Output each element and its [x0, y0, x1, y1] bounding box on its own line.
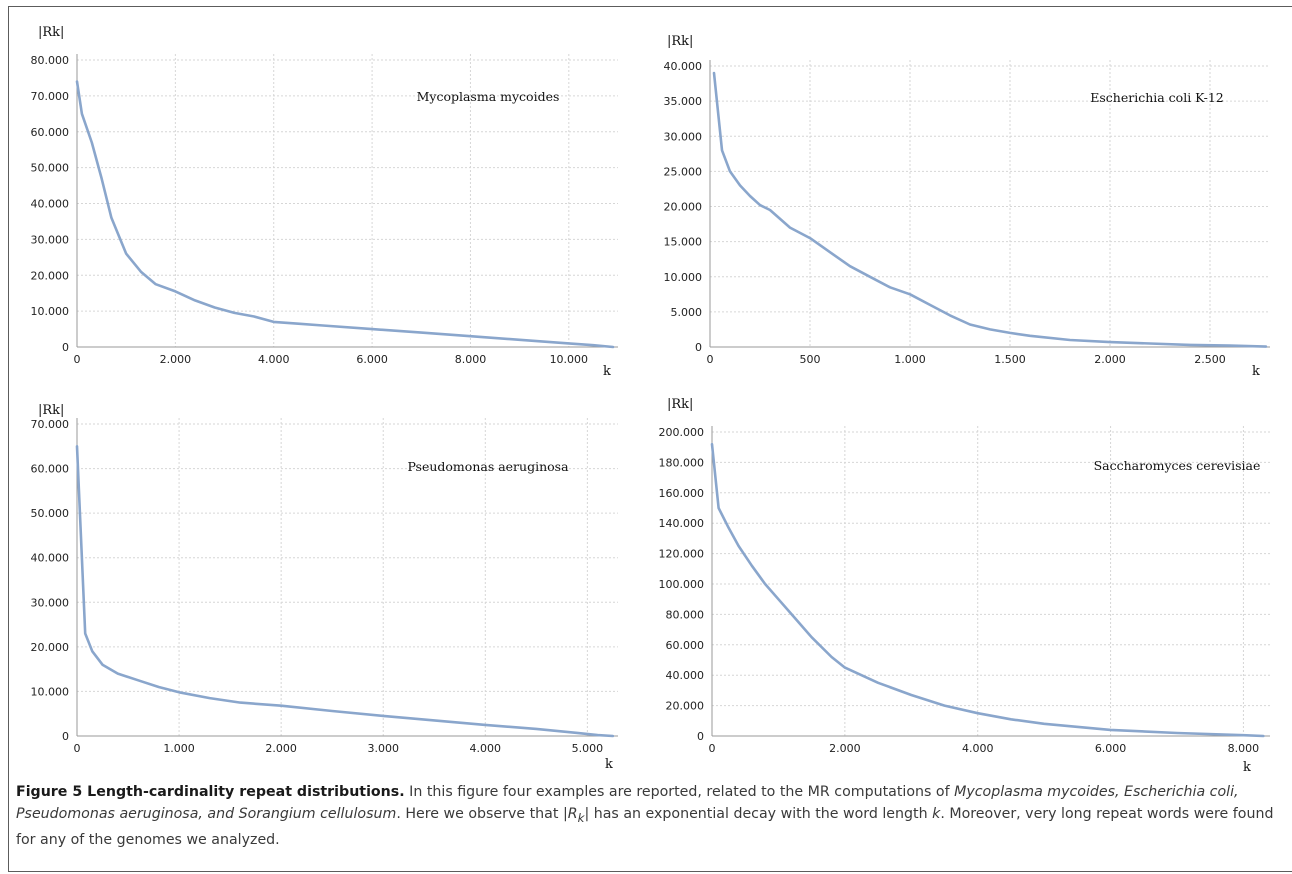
- caption-text-3: | has an exponential decay with the word…: [584, 806, 933, 822]
- y-tick-label: 0: [697, 730, 704, 743]
- x-axis-label: k: [603, 364, 611, 379]
- caption-text-4: . Moreover, very long repeat words were …: [16, 806, 1274, 848]
- caption-k-symbol: k: [932, 806, 941, 822]
- y-tick-label: 140.000: [659, 517, 705, 530]
- x-axis-label: k: [605, 757, 613, 772]
- y-tick-label: 30.000: [664, 130, 703, 143]
- caption-text-1: In this figure four examples are reporte…: [404, 784, 955, 800]
- y-axis-label: |Rk|: [38, 25, 64, 40]
- y-tick-label: 40.000: [31, 198, 70, 211]
- chart-panel-3: 0 10.000 20.000 30.000 40.000 50.000 60.000 70.…: [31, 403, 618, 772]
- caption-species: Mycoplasma mycoides, Escherichia coli, P…: [16, 784, 1239, 822]
- y-tick-label: 200.000: [659, 426, 705, 439]
- y-tick-label: 120.000: [659, 548, 705, 561]
- y-tick-label: 15.000: [664, 236, 703, 249]
- y-tick-label: 70.000: [31, 90, 70, 103]
- series-line-1: [712, 71, 1268, 348]
- x-tick-label: 2.000: [829, 742, 861, 755]
- x-tick-label: 0: [709, 742, 716, 755]
- y-tick-label: 0: [695, 341, 702, 354]
- x-axis-label: k: [1252, 364, 1260, 379]
- y-tick-label: 20.000: [31, 269, 70, 282]
- y-tick-label: 160.000: [659, 487, 705, 500]
- x-axis-label: k: [1243, 760, 1251, 775]
- series-line-1: [710, 442, 1265, 738]
- species-annotation: Mycoplasma mycoides: [417, 89, 560, 104]
- species-annotation: Pseudomonas aeruginosa: [407, 459, 569, 474]
- charts-canvas: 0 10.000 20.000 30.000 40.000 50.000 60.000 70.…: [31, 25, 1270, 775]
- x-tick-label: 1.500: [994, 353, 1026, 366]
- chart-panel-2: 0 5.000 10.000 15.000 20.000 25.000 30.000 35.0…: [664, 34, 1270, 379]
- y-tick-label: 20.000: [31, 641, 70, 654]
- y-tick-label: 25.000: [664, 165, 703, 178]
- y-tick-label: 0: [62, 341, 69, 354]
- caption-text-2: . Here we observe that |: [396, 806, 568, 822]
- y-tick-label: 10.000: [31, 305, 70, 318]
- y-tick-label: 0: [62, 730, 69, 743]
- caption-k-subscript: k: [577, 810, 585, 825]
- y-tick-label: 40.000: [664, 60, 703, 73]
- y-tick-label: 20.000: [664, 201, 703, 214]
- x-tick-label: 2.000: [160, 353, 192, 366]
- x-tick-label: 8.000: [1228, 742, 1260, 755]
- y-axis-label: |Rk|: [667, 34, 693, 49]
- y-tick-label: 80.000: [31, 54, 70, 67]
- y-tick-label: 80.000: [666, 608, 705, 621]
- x-tick-label: 2.000: [265, 742, 297, 755]
- x-tick-label: 0: [74, 353, 81, 366]
- x-tick-label: 0: [74, 742, 81, 755]
- x-tick-label: 1.000: [894, 353, 926, 366]
- figure-caption: Figure 5 Length-cardinality repeat distr…: [16, 781, 1282, 851]
- y-tick-label: 50.000: [31, 162, 70, 175]
- y-tick-label: 40.000: [31, 552, 70, 565]
- x-tick-label: 2.000: [1094, 353, 1126, 366]
- caption-title: Figure 5 Length-cardinality repeat distr…: [16, 784, 405, 800]
- y-tick-label: 60.000: [666, 639, 705, 652]
- y-tick-label: 100.000: [659, 578, 705, 591]
- y-axis-label: |Rk|: [38, 403, 64, 418]
- y-tick-label: 10.000: [31, 685, 70, 698]
- y-tick-label: 60.000: [31, 126, 70, 139]
- y-axis-label: |Rk|: [667, 397, 693, 412]
- y-tick-label: 5.000: [671, 306, 703, 319]
- x-tick-label: 0: [707, 353, 714, 366]
- x-tick-label: 10.000: [550, 353, 589, 366]
- x-tick-label: 8.000: [455, 353, 487, 366]
- y-tick-label: 35.000: [664, 95, 703, 108]
- species-annotation: Saccharomyces cerevisiae: [1094, 458, 1261, 473]
- x-tick-label: 500: [800, 353, 821, 366]
- x-tick-label: 1.000: [163, 742, 195, 755]
- y-tick-label: 70.000: [31, 418, 70, 431]
- y-tick-label: 60.000: [31, 463, 70, 476]
- y-tick-label: 10.000: [664, 271, 703, 284]
- y-tick-label: 50.000: [31, 507, 70, 520]
- x-tick-label: 4.000: [962, 742, 994, 755]
- x-tick-label: 3.000: [367, 742, 399, 755]
- x-tick-label: 6.000: [356, 353, 388, 366]
- figure-frame: [8, 6, 1292, 872]
- x-tick-label: 4.000: [258, 353, 290, 366]
- species-annotation: Escherichia coli K-12: [1090, 90, 1224, 105]
- series-line-1: [75, 80, 615, 349]
- y-tick-label: 30.000: [31, 596, 70, 609]
- chart-panel-4: 0 20.000 40.000 60.000 80.000 100.000 120.000 1…: [659, 397, 1270, 775]
- x-tick-label: 5.000: [572, 742, 604, 755]
- y-tick-label: 30.000: [31, 233, 70, 246]
- series-line-1: [75, 444, 615, 738]
- chart-panel-1: 0 10.000 20.000 30.000 40.000 50.000 60.000 70.…: [31, 25, 618, 379]
- x-tick-label: 4.000: [470, 742, 502, 755]
- x-tick-label: 2.500: [1194, 353, 1226, 366]
- x-tick-label: 6.000: [1095, 742, 1127, 755]
- y-tick-label: 40.000: [666, 669, 705, 682]
- caption-r-symbol: R: [567, 806, 578, 822]
- y-tick-label: 180.000: [659, 456, 705, 469]
- y-tick-label: 20.000: [666, 700, 705, 713]
